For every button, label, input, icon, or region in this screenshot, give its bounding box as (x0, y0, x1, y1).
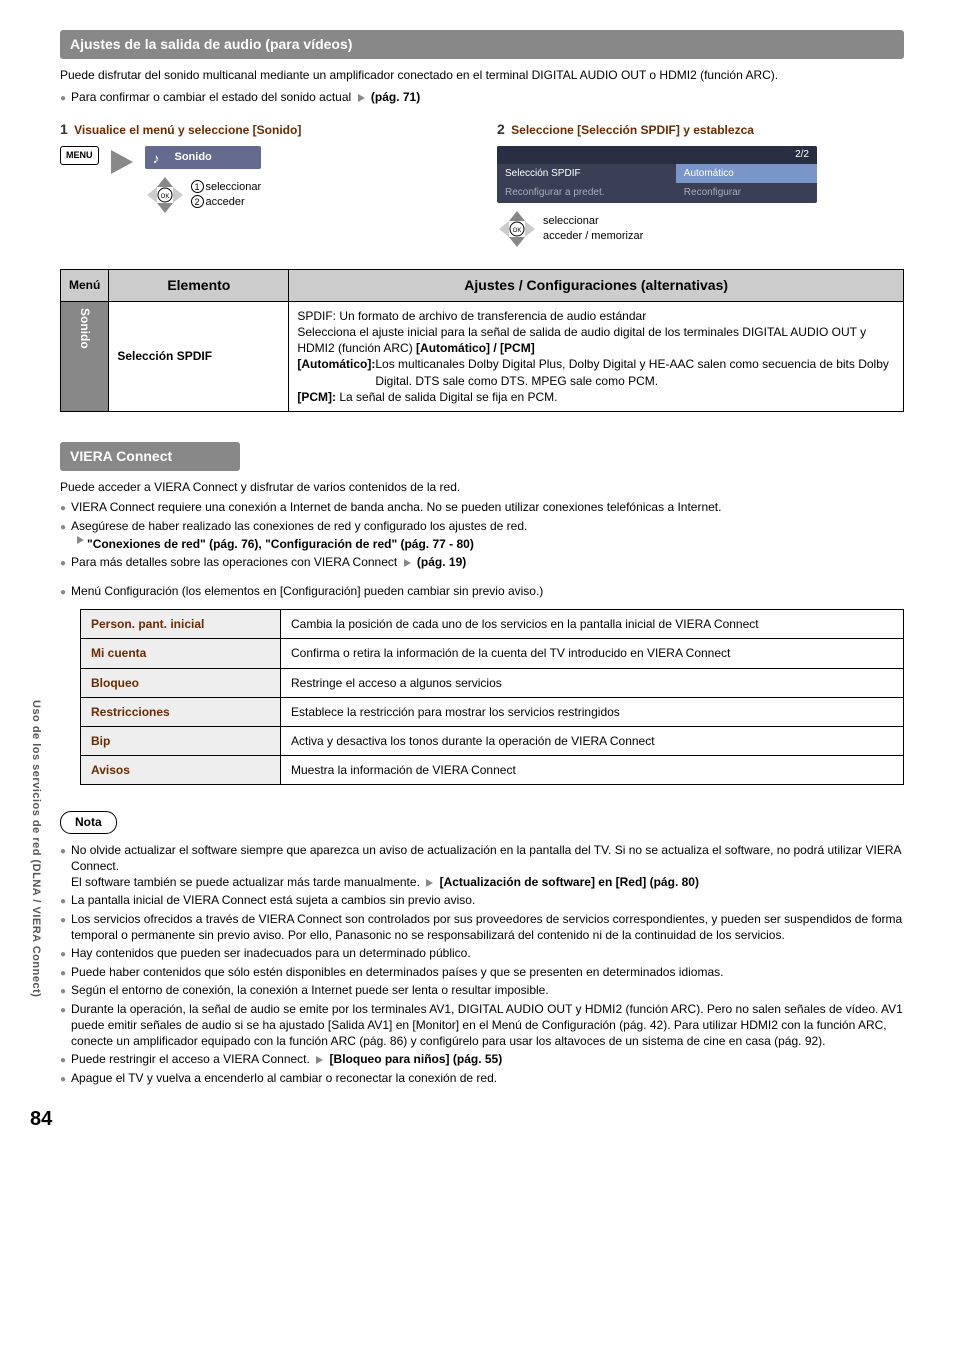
desc-pcm-text: La señal de salida Digital se fija en PC… (339, 390, 557, 404)
desc-pcm-label: [PCM]: (297, 390, 336, 404)
cfg-desc: Restringe el acceso a algunos servicios (281, 668, 904, 697)
section2-intro: Puede acceder a VIERA Connect y disfruta… (60, 479, 904, 495)
step1-title: Visualice el menú y seleccione [Sonido] (74, 123, 301, 137)
side-tab: Uso de los servicios de red (DLNA / VIER… (28, 700, 43, 997)
s2-b2: Asegúrese de haber realizado las conexio… (71, 518, 527, 534)
svg-text:OK: OK (160, 194, 169, 200)
spdif-panel: 2/2 Selección SPDIF Automático Reconfigu… (497, 146, 817, 203)
s2-b3ref: (pág. 19) (417, 555, 466, 569)
s2-b4: Menú Configuración (los elementos en [Co… (71, 583, 543, 599)
desc-auto-label: [Automático]: (297, 356, 375, 388)
table-row: BipActiva y desactiva los tonos durante … (81, 727, 904, 756)
dpad-icon[interactable]: OK (145, 175, 185, 215)
cfg-name: Person. pant. inicial (81, 610, 281, 639)
step1-num: 1 (60, 121, 68, 137)
table-row: Mi cuentaConfirma o retira la informació… (81, 639, 904, 668)
menu-button[interactable]: MENU (60, 146, 99, 164)
big-arrow-icon (111, 150, 133, 174)
section2-title: VIERA Connect (60, 442, 240, 471)
spdif-row2-label: Reconfigurar a predet. (497, 183, 676, 203)
spdif-row1-val: Automático (676, 164, 817, 184)
th-menu: Menú (61, 269, 109, 301)
nav-access: acceder (206, 196, 245, 208)
nav2-select: seleccionar (543, 214, 643, 229)
note3: Los servicios ofrecidos a través de VIER… (71, 911, 904, 943)
note-icon: ♪ (153, 149, 160, 168)
nav2-access: acceder / memorizar (543, 229, 643, 244)
spdif-row1-label: Selección SPDIF (497, 164, 676, 184)
note1b-pre: El software también se puede actualizar … (71, 875, 423, 889)
cfg-desc: Establece la restricción para mostrar lo… (281, 697, 904, 726)
bullet-confirm: ● Para confirmar o cambiar el estado del… (60, 89, 904, 106)
desc-auto-text: Los multicanales Dolby Digital Plus, Dol… (375, 356, 895, 388)
table-row: AvisosMuestra la información de VIERA Co… (81, 756, 904, 785)
cfg-name: Bip (81, 727, 281, 756)
cfg-desc: Muestra la información de VIERA Connect (281, 756, 904, 785)
cfg-desc: Confirma o retira la información de la c… (281, 639, 904, 668)
th-settings: Ajustes / Configuraciones (alternativas) (289, 269, 904, 301)
arrow-icon (358, 94, 365, 102)
circ-1: 1 (191, 180, 204, 193)
note2: La pantalla inicial de VIERA Connect est… (71, 892, 475, 908)
note6: Según el entorno de conexión, la conexió… (71, 982, 549, 998)
desc-cell: SPDIF: Un formato de archivo de transfer… (289, 301, 904, 411)
nav-select: seleccionar (206, 181, 262, 193)
s2-b1: VIERA Connect requiere una conexión a In… (71, 499, 721, 515)
vert-sonido: Sonido (61, 301, 109, 411)
section1-intro: Puede disfrutar del sonido multicanal me… (60, 67, 904, 83)
dpad-icon-2[interactable]: OK (497, 209, 537, 249)
cfg-name: Mi cuenta (81, 639, 281, 668)
cfg-name: Restricciones (81, 697, 281, 726)
note8-pre: Puede restringir el acceso a VIERA Conne… (71, 1052, 313, 1066)
cfg-name: Avisos (81, 756, 281, 785)
cfg-name: Bloqueo (81, 668, 281, 697)
spdif-row2-val: Reconfigurar (676, 183, 817, 203)
table-row: Person. pant. inicialCambia la posición … (81, 610, 904, 639)
note5: Puede haber contenidos que sólo estén di… (71, 964, 723, 980)
step2: 2 Seleccione [Selección SPDIF] y estable… (497, 120, 904, 249)
th-element: Elemento (109, 269, 289, 301)
note8-ref: [Bloqueo para niños] (pág. 55) (330, 1052, 503, 1066)
section1-title: Ajustes de la salida de audio (para víde… (60, 30, 904, 59)
step2-num: 2 (497, 121, 505, 137)
step1: 1 Visualice el menú y seleccione [Sonido… (60, 120, 467, 249)
step2-title: Seleccione [Selección SPDIF] y establezc… (511, 123, 754, 137)
cfg-desc: Activa y desactiva los tonos durante la … (281, 727, 904, 756)
note7: Durante la operación, la señal de audio … (71, 1001, 904, 1050)
sound-panel: ♪ Sonido (145, 146, 262, 169)
s2-b3pre: Para más detalles sobre las operaciones … (71, 555, 401, 569)
nota-label: Nota (60, 811, 117, 833)
sound-panel-label: Sonido (175, 151, 212, 163)
table-row: BloqueoRestringe el acceso a algunos ser… (81, 668, 904, 697)
elem-spdif: Selección SPDIF (109, 301, 289, 411)
desc-line1: SPDIF: Un formato de archivo de transfer… (297, 308, 895, 324)
config-table: Person. pant. inicialCambia la posición … (80, 609, 904, 785)
svg-text:OK: OK (513, 228, 522, 234)
desc-line2: Selecciona el ajuste inicial para la señ… (297, 325, 866, 355)
note1a: No olvide actualizar el software siempre… (71, 843, 901, 873)
circ-2: 2 (191, 195, 204, 208)
bullet-ref: (pág. 71) (371, 90, 420, 104)
s2-b2ref: "Conexiones de red" (pág. 76), "Configur… (87, 536, 474, 552)
settings-table: Menú Elemento Ajustes / Configuraciones … (60, 269, 904, 412)
page-number: 84 (30, 1106, 904, 1133)
note1b-ref: [Actualización de software] en [Red] (pá… (440, 875, 699, 889)
note9: Apague el TV y vuelva a encenderlo al ca… (71, 1070, 497, 1086)
cfg-desc: Cambia la posición de cada uno de los se… (281, 610, 904, 639)
table-row: RestriccionesEstablece la restricción pa… (81, 697, 904, 726)
note4: Hay contenidos que pueden ser inadecuado… (71, 945, 471, 961)
spdif-page: 2/2 (497, 146, 817, 164)
bullet-text: Para confirmar o cambiar el estado del s… (71, 90, 354, 104)
desc-line2b: [Automático] / [PCM] (416, 341, 535, 355)
